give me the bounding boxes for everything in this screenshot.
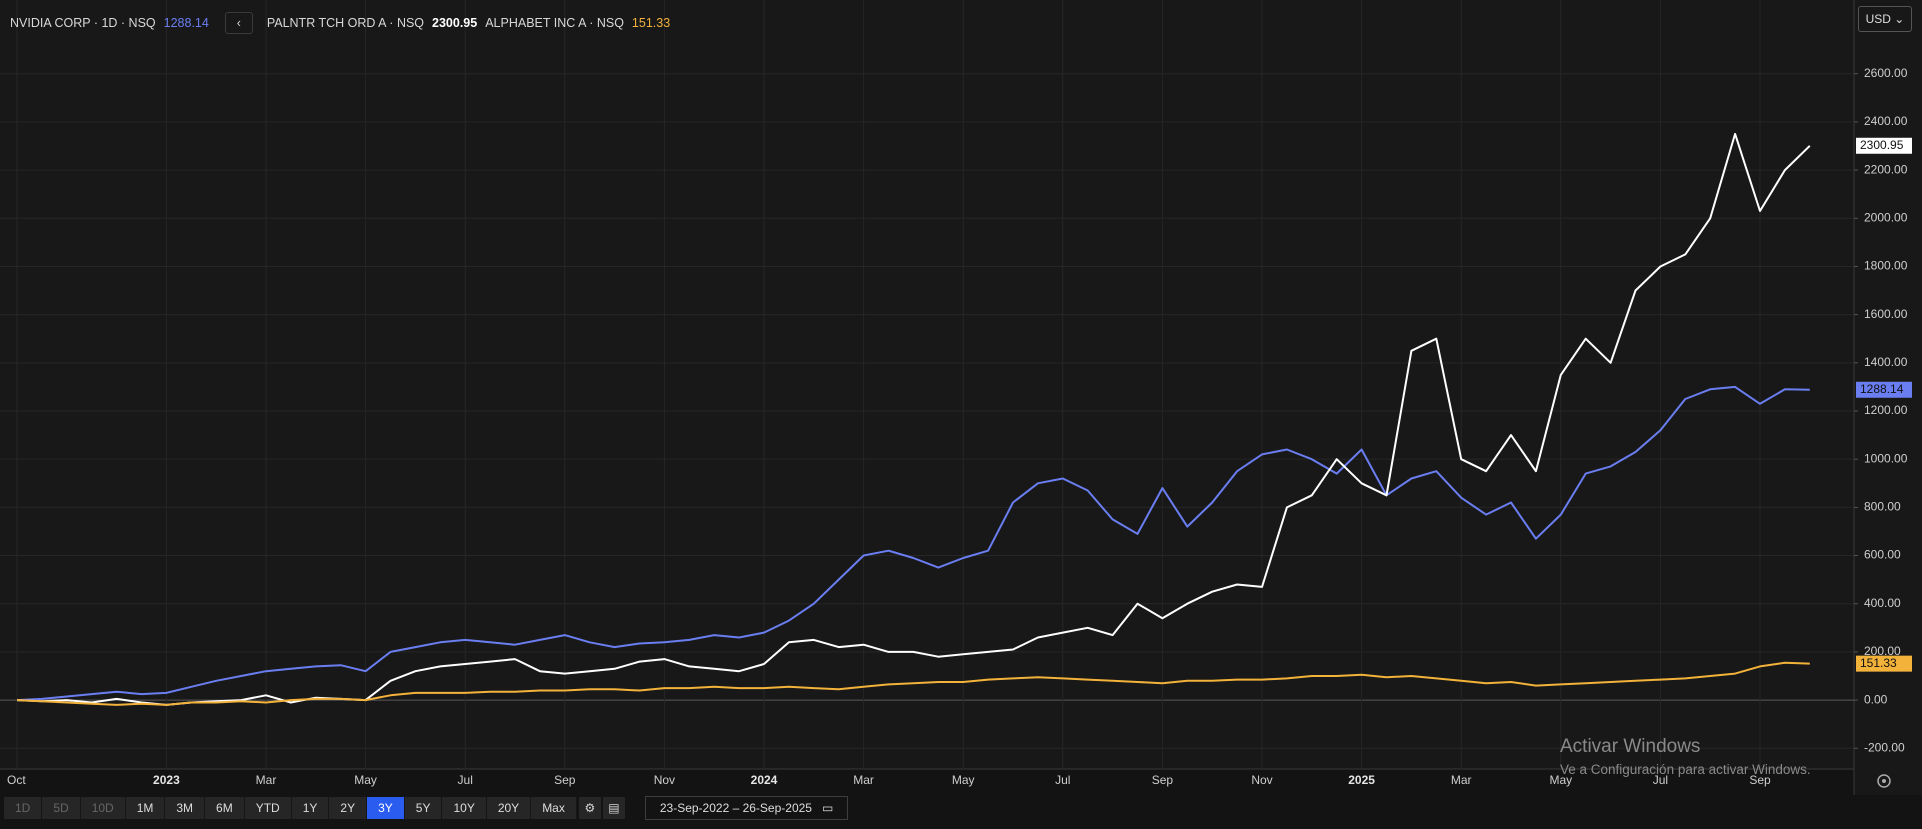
legend-name: ALPHABET INC A · NSQ [485,16,624,30]
range-button[interactable]: 20Y [486,797,532,819]
table-button[interactable]: ▤ [602,797,625,819]
last-value-label: 1288.14 [1860,382,1904,396]
x-tick-label: Sep [1749,773,1771,787]
last-value-tag [1856,381,1912,398]
settings-button[interactable]: ⚙ [578,797,601,819]
series-line [16,385,1810,702]
collapse-button[interactable]: ‹ [224,12,253,34]
currency-label: USD [1865,12,1891,26]
legend-value: 151.33 [631,16,671,30]
x-tick-label: Jul [1653,773,1668,787]
range-button[interactable]: 5Y [404,797,443,819]
y-tick-label: 200.00 [1864,644,1901,658]
y-tick-label: 600.00 [1864,548,1901,562]
x-tick-label: 2024 [751,773,778,787]
x-tick-label: May [354,773,377,787]
x-tick-label: Jul [1055,773,1070,787]
calendar-icon: ▭ [821,801,834,815]
watermark-subtitle: Ve a Configuración para activar Windows. [1560,762,1811,777]
y-tick-label: 2600.00 [1864,66,1908,80]
y-tick-label: -200.00 [1864,740,1905,754]
legend-name: PALNTR TCH ORD A · NSQ [266,16,425,30]
x-tick-label: Mar [256,773,277,787]
settings-icon[interactable] [1877,774,1891,788]
legend-name: NVIDIA CORP · 1D · NSQ [10,16,156,30]
x-tick-label: 2025 [1348,773,1375,787]
range-button[interactable]: 1D [4,797,43,819]
y-tick-label: 1800.00 [1864,259,1908,273]
y-tick-label: 2000.00 [1864,210,1908,224]
series-line [16,661,1810,706]
last-value-tag [1856,655,1912,672]
y-tick-label: 0.00 [1864,692,1888,706]
range-button[interactable]: YTD [244,797,292,819]
range-button[interactable]: 3M [165,797,206,819]
x-tick-label: Mar [853,773,874,787]
x-tick-label: Mar [1451,773,1472,787]
legend-value: 2300.95 [432,16,478,30]
legend: NVIDIA CORP · 1D · NSQ 1288.14 ‹ PALNTR TCH… [10,12,670,34]
y-tick-label: 1600.00 [1864,307,1908,321]
watermark: Activar Windows Ve a Configuración para a… [1560,736,1811,777]
x-tick-label: May [952,773,975,787]
range-button[interactable]: 6M [205,797,245,819]
y-tick-label: 1000.00 [1864,451,1908,465]
chart: -200.00 0.00 200.00 400.00 600.00 800.00 1000.… [0,0,1912,795]
range-button[interactable]: Max [531,797,577,819]
y-tick-label: 1200.00 [1864,403,1908,417]
y-tick-label: 2400.00 [1864,114,1908,128]
legend-value: 1288.14 [163,16,209,30]
x-tick-label: Nov [654,773,675,787]
last-value-label: 151.33 [1860,656,1897,670]
range-button[interactable]: 3Y [367,797,405,819]
y-tick-label: 800.00 [1864,500,1901,514]
y-tick-label: 1400.00 [1864,355,1908,369]
last-value-label: 2300.95 [1860,138,1904,152]
range-button[interactable]: 1M [125,797,166,819]
watermark-title: Activar Windows [1560,736,1701,757]
x-tick-label: Jul [458,773,473,787]
date-range-label: 23-Sep-2022 – 26-Sep-2025 [659,801,812,815]
grid [0,0,1854,769]
y-tick-label: 400.00 [1864,596,1901,610]
plot-background [0,0,1854,769]
x-tick-label: Nov [1251,773,1272,787]
range-button[interactable]: 5D [42,797,81,819]
y-tick-label: 2200.00 [1864,162,1908,176]
x-tick-label: Sep [554,773,576,787]
range-button[interactable]: 1Y [291,797,330,819]
x-tick-label: Oct [7,773,26,787]
x-tick-label: Sep [1152,773,1174,787]
date-range[interactable]: 23-Sep-2022 – 26-Sep-2025 ▭ [644,796,849,820]
range-button[interactable]: 2Y [329,797,368,819]
last-value-tag [1856,137,1912,154]
currency-select[interactable]: USD ⌄ [1858,6,1912,32]
x-tick-label: 2023 [153,773,180,787]
range-button[interactable]: 10D [80,797,126,819]
series-line [16,132,1811,706]
x-tick-label: May [1549,773,1572,787]
range-button[interactable]: 10Y [442,797,487,819]
range-bar: 1D 5D 10D 1M 3M 6M YTD 1Y 2Y 3Y 5Y 10Y 20Y Max ⚙ ▤ 23-Se… [4,796,849,820]
